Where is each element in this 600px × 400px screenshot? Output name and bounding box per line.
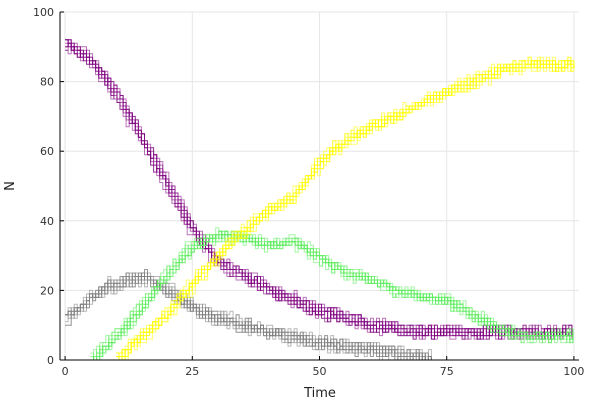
series-2-trajectory bbox=[90, 234, 574, 361]
y-tick-label: 40 bbox=[40, 215, 54, 228]
y-tick-label: 100 bbox=[33, 6, 54, 19]
series-layer bbox=[65, 39, 575, 361]
y-axis-label: N bbox=[3, 181, 18, 191]
grid bbox=[60, 11, 579, 361]
series-1-trajectory bbox=[65, 272, 432, 361]
x-axis-label: Time bbox=[303, 386, 336, 400]
y-tick-label: 20 bbox=[40, 284, 54, 297]
y-tick-label: 0 bbox=[47, 354, 54, 367]
ticks: 0 25 50 75 100 0 20 40 60 80 100 bbox=[33, 6, 584, 378]
x-tick-label: 25 bbox=[185, 365, 199, 378]
x-tick-label: 50 bbox=[313, 365, 327, 378]
x-tick-label: 75 bbox=[440, 365, 454, 378]
x-tick-label: 0 bbox=[62, 365, 69, 378]
y-tick-label: 80 bbox=[40, 76, 54, 89]
series-3-trajectory bbox=[116, 56, 575, 361]
x-tick-label: 100 bbox=[563, 365, 584, 378]
y-tick-label: 60 bbox=[40, 145, 54, 158]
